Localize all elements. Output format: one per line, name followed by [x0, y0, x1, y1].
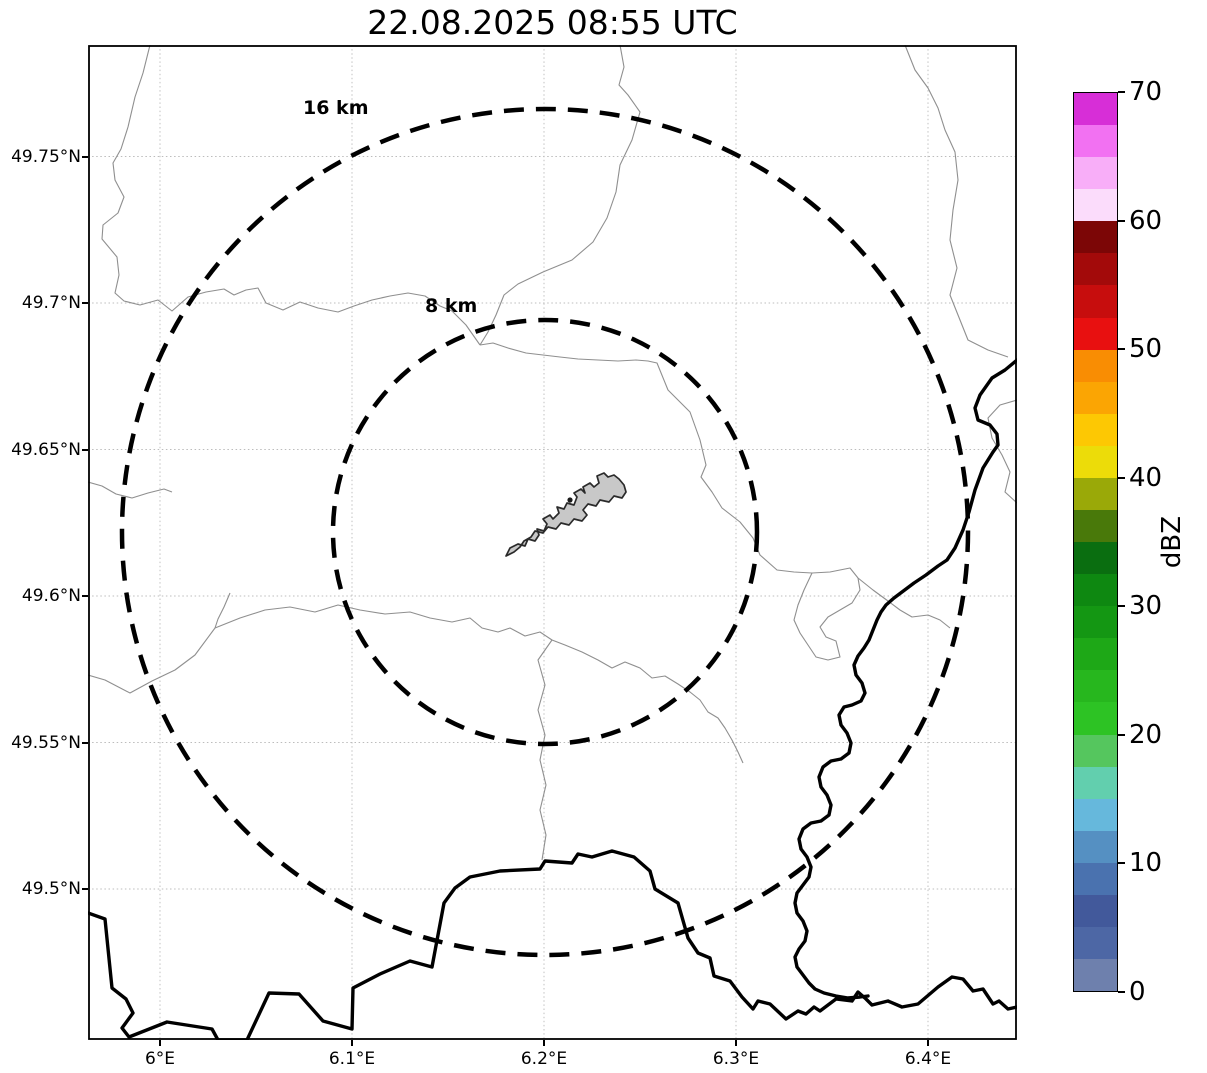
map-plot-area [88, 45, 1017, 1040]
colorbar-tick-mark [1118, 605, 1125, 608]
colorbar-segment [1074, 959, 1117, 992]
lon-tick-mark [735, 1040, 737, 1046]
range-ring-label-8km: 8 km [425, 295, 478, 317]
admin-boundary-line [904, 45, 1009, 358]
colorbar-segment [1074, 574, 1117, 607]
radar-location-dot [567, 497, 573, 503]
colorbar-tick-label: 10 [1129, 848, 1163, 879]
plot-frame [88, 45, 1017, 1040]
colorbar-segment [1074, 189, 1117, 222]
lat-tick-label: 49.75°N [11, 146, 81, 167]
figure-title: 22.08.2025 08:55 UTC [367, 3, 738, 42]
admin-boundary-line [537, 639, 553, 861]
lat-tick-mark [82, 448, 88, 451]
range-ring-16km [119, 106, 971, 958]
lon-tick-mark [351, 1040, 353, 1046]
admin-boundary-line [214, 592, 231, 629]
colorbar-segment [1074, 894, 1117, 928]
colorbar-tick-label: 40 [1129, 462, 1163, 493]
range-ring-8km [330, 317, 760, 747]
colorbar-tick-mark [1118, 991, 1125, 993]
lat-tick-mark [82, 888, 88, 890]
admin-boundary-line [479, 45, 641, 346]
country-border-line [88, 849, 1017, 1040]
range-ring-label-16km: 16 km [303, 97, 369, 119]
colorbar-tick-mark [1118, 733, 1125, 736]
colorbar-segment [1074, 830, 1117, 863]
lon-tick-mark [159, 1040, 161, 1046]
lat-tick-mark [82, 741, 88, 744]
lon-tick-label: 6°E [144, 1049, 176, 1069]
colorbar-segment [1074, 638, 1117, 671]
colorbar-tick-mark [1118, 348, 1125, 351]
colorbar-tick-label: 20 [1129, 719, 1163, 750]
colorbar-segment [1074, 157, 1117, 190]
lon-tick-label: 6.4°E [904, 1049, 952, 1069]
lat-tick-label: 49.5°N [21, 879, 81, 899]
colorbar-segment [1074, 702, 1117, 735]
colorbar-segment [1074, 927, 1117, 960]
lon-tick-label: 6.1°E [328, 1049, 376, 1069]
admin-boundary-line [479, 342, 951, 629]
lat-tick-label: 49.65°N [11, 439, 81, 460]
colorbar-tick-mark [1118, 862, 1125, 865]
colorbar-segment [1074, 862, 1117, 895]
country-border-line [793, 358, 1017, 1000]
lat-tick-label: 49.55°N [11, 732, 81, 753]
colorbar-tick-label: 50 [1129, 334, 1163, 365]
lon-tick-mark [543, 1040, 545, 1046]
colorbar-segment [1074, 542, 1117, 575]
colorbar-tick-label: 60 [1129, 205, 1163, 236]
colorbar-segment [1074, 798, 1117, 831]
colorbar-segment [1074, 445, 1117, 478]
colorbar-tick-label: 0 [1129, 977, 1146, 1007]
map-canvas [88, 45, 1017, 1040]
admin-boundary-line [88, 604, 744, 764]
colorbar-segment [1074, 766, 1117, 799]
colorbar-segment [1074, 381, 1117, 414]
colorbar [1073, 92, 1118, 992]
colorbar-segment [1074, 734, 1117, 767]
lat-tick-mark [82, 302, 88, 304]
colorbar-segment [1074, 606, 1117, 639]
colorbar-tick-mark [1118, 476, 1125, 479]
colorbar-segment [1074, 221, 1117, 254]
lon-tick-mark [927, 1040, 929, 1046]
colorbar-segment [1074, 349, 1117, 382]
colorbar-segment [1074, 125, 1117, 158]
airport-area-polygon [505, 472, 627, 557]
lat-tick-mark [82, 155, 88, 158]
colorbar-segment [1074, 285, 1117, 318]
colorbar-tick-label: 30 [1129, 591, 1163, 622]
colorbar-segment [1074, 477, 1117, 511]
colorbar-segment [1074, 253, 1117, 286]
lat-tick-label: 49.6°N [21, 586, 81, 606]
admin-boundary-line [793, 572, 861, 661]
lon-tick-label: 6.3°E [712, 1049, 760, 1069]
colorbar-tick-mark [1118, 91, 1125, 93]
lat-tick-label: 49.7°N [21, 293, 81, 313]
lon-tick-label: 6.2°E [520, 1049, 568, 1069]
colorbar-segment [1074, 317, 1117, 350]
colorbar-tick-label: 70 [1129, 77, 1163, 107]
colorbar-segment [1074, 413, 1117, 446]
admin-boundary-line [101, 45, 481, 346]
lat-tick-mark [82, 595, 88, 597]
admin-boundary-line [88, 481, 173, 499]
colorbar-segment [1074, 670, 1117, 703]
colorbar-unit-label: dBZ [1157, 515, 1187, 569]
colorbar-segment [1074, 510, 1117, 543]
colorbar-segment [1074, 93, 1117, 126]
colorbar-tick-mark [1118, 219, 1125, 222]
